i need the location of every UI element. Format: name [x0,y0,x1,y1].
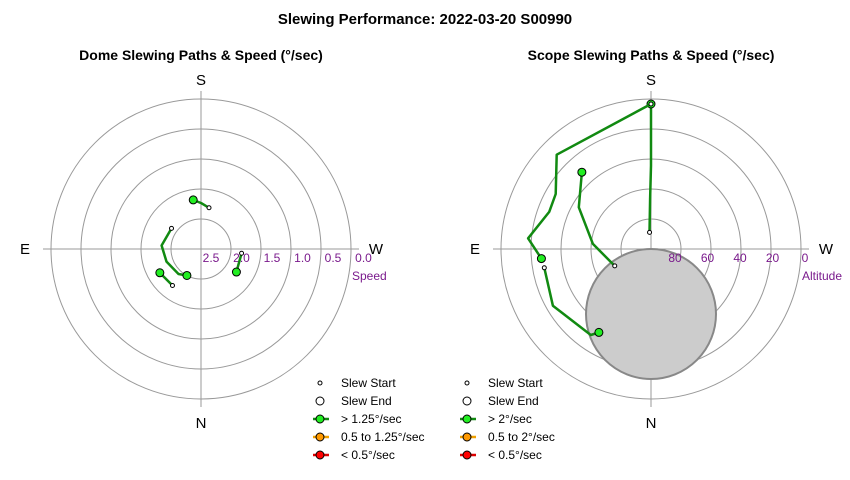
slew-end-marker [231,267,241,277]
compass-west: W [369,241,384,258]
legend-end-icon [315,396,325,406]
legend-label: Slew Start [341,376,396,390]
radial-tick-label: 20 [766,251,780,265]
radial-tick-label: 1.5 [264,251,281,265]
legend-marker-slow [462,450,472,460]
slew-end-marker [577,167,587,177]
compass-west: W [819,241,834,258]
slew-start-marker [206,205,212,211]
radial-tick-label: 80 [668,251,682,265]
legend-label: < 0.5°/sec [341,448,395,462]
legend-marker-medium [462,432,472,442]
legend-label: Slew End [488,394,539,408]
slew-end-marker [182,270,192,280]
slew-end-marker [536,254,546,264]
panel-title: Scope Slewing Paths & Speed (°/sec) [528,47,775,63]
slew-start-marker [169,225,175,231]
radial-tick-label: 1.0 [294,251,311,265]
panel-title: Dome Slewing Paths & Speed (°/sec) [79,47,323,63]
legend-label: 0.5 to 1.25°/sec [341,430,425,444]
compass-south: S [196,72,206,89]
legend-end-icon [462,396,472,406]
radial-axis-label: Altitude [802,269,842,283]
legend-marker-slow [315,450,325,460]
slew-end-marker [594,327,604,337]
radial-tick-label: 40 [733,251,747,265]
legend-label: 0.5 to 2°/sec [488,430,555,444]
legend-label: Slew End [341,394,392,408]
radial-tick-label: 0.0 [355,251,372,265]
figure-title: Slewing Performance: 2022-03-20 S00990 [278,11,572,28]
radial-tick-label: 60 [701,251,715,265]
compass-north: N [646,415,657,432]
slew-path [648,104,653,233]
legend-label: > 1.25°/sec [341,412,402,426]
slew-start-marker [648,101,654,107]
slew-start-marker [647,229,653,235]
legend-start-icon [317,380,323,386]
legend-marker-medium [315,432,325,442]
slew-path [577,172,616,267]
legend-marker-fast [315,414,325,424]
radial-tick-label: 2.0 [233,251,250,265]
legend-start-icon [464,380,470,386]
compass-east: E [20,241,30,258]
slew-path [160,227,188,277]
radial-axis-label: Speed [352,269,387,283]
legend-label: > 2°/sec [488,412,532,426]
compass-north: N [196,415,207,432]
radial-tick-label: 0.5 [325,251,342,265]
dome-panel: Dome Slewing Paths & Speed (°/sec) S N E W 2.… [20,47,425,462]
scope-panel: Scope Slewing Paths & Speed (°/sec) S N E W 8… [460,47,842,462]
radial-tick-label: 2.5 [203,251,220,265]
radial-tick-label: 0 [802,251,809,265]
legend-label: Slew Start [488,376,543,390]
slew-end-marker [188,195,198,205]
slew-start-marker [239,250,245,256]
slew-start-marker [541,265,547,271]
slew-path [526,102,652,260]
slew-start-marker [612,263,618,269]
slew-start-marker [169,283,175,289]
legend-label: < 0.5°/sec [488,448,542,462]
slew-end-marker [155,268,165,278]
compass-south: S [646,72,656,89]
moon-disc [585,248,717,380]
compass-east: E [470,241,480,258]
legend-marker-fast [462,414,472,424]
